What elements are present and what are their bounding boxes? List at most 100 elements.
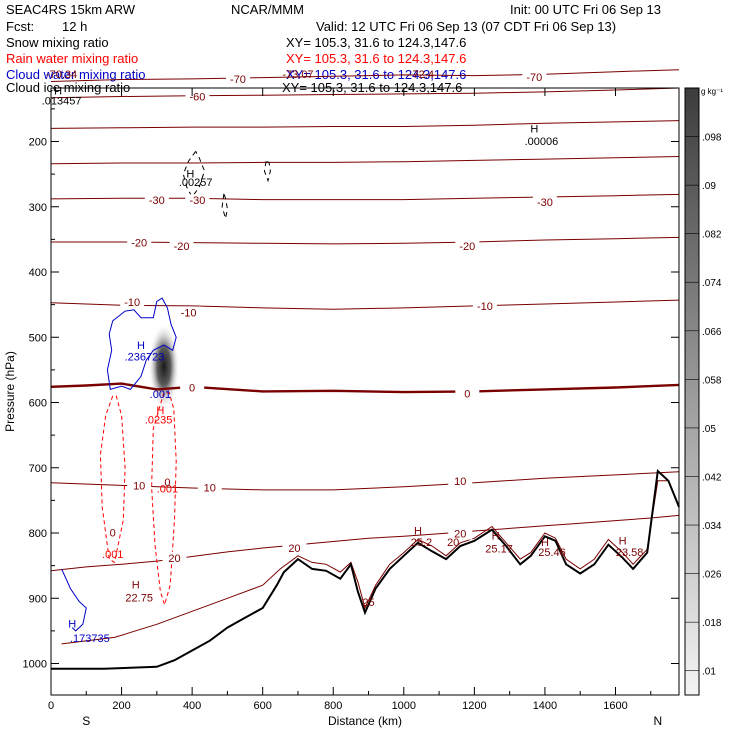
legend-cloud-water-label: Cloud water mixing ratio — [6, 67, 146, 82]
temperature-label-bg — [225, 72, 250, 85]
y-axis-label: Pressure (hPa) — [3, 351, 17, 432]
terrain-label: 22.75 — [125, 593, 153, 605]
temperature-label: -30 — [149, 195, 165, 207]
y-tick-label: 400 — [29, 267, 47, 279]
y-tick-label: 300 — [29, 202, 47, 214]
temperature-label: 20 — [288, 543, 300, 555]
rain-water-label: .001 — [102, 549, 123, 561]
cloud-water-label: .236723 — [125, 352, 165, 364]
cloud-ice-label: .013457 — [42, 95, 82, 107]
temperature-label: -70 — [230, 74, 246, 86]
terrain-line — [51, 468, 680, 670]
legend-rain-xy: XY= 105.3, 31.6 to 124.3,147.6 — [286, 51, 467, 66]
colorbar-tick-label: .018 — [702, 618, 722, 629]
y-tick-label: 200 — [29, 137, 47, 149]
fcst-label: Fcst: — [6, 19, 35, 34]
temperature-label: 10 — [204, 482, 216, 494]
y-tick-label: 1000 — [23, 659, 47, 671]
x-tick-label: 800 — [324, 700, 342, 712]
cloud-ice-label: -73.07 — [282, 69, 313, 81]
temperature-label-bg — [144, 194, 169, 207]
cloud-ice-label: -70.34 — [46, 69, 77, 81]
temperature-label: 0 — [189, 382, 195, 394]
terrain-label: 25.46 — [538, 547, 566, 559]
cloud-water-label: H — [137, 340, 145, 352]
temperature-label-bg — [127, 479, 152, 492]
temperature-label: 20 — [454, 529, 466, 541]
y-tick-label: 600 — [29, 398, 47, 410]
terrain-label: 25.2 — [411, 537, 432, 549]
temperature-label: -60 — [189, 91, 205, 103]
rain-water-label: .001 — [157, 484, 178, 496]
cloud-ice-label: .00257 — [179, 177, 213, 189]
temperature-label-bg — [448, 527, 473, 540]
temperature-label-bg — [448, 474, 473, 487]
colorbar-tick-label: .058 — [702, 375, 722, 386]
temperature-label-bg — [282, 542, 307, 555]
temperature-label: 20 — [168, 553, 180, 565]
temperature-contour-0 — [50, 69, 680, 82]
terrain-label: 23.58 — [616, 547, 644, 559]
x-tick-label: 0 — [48, 700, 54, 712]
x-tick-label: 1600 — [603, 700, 627, 712]
terrain-label: H — [132, 579, 140, 591]
temperature-label: -70 — [526, 72, 542, 84]
temperature-label-bg — [176, 306, 201, 319]
temperature-label-bg — [180, 381, 205, 394]
temperature-contour-7 — [50, 382, 680, 394]
x-axis-label: Distance (km) — [328, 714, 402, 728]
model-title: SEAC4RS 15km ARW — [6, 2, 136, 17]
temperature-label-bg — [455, 387, 480, 400]
south-label: S — [82, 714, 90, 728]
y-tick-label: 800 — [29, 528, 47, 540]
colorbar-tick-label: .034 — [702, 521, 722, 532]
x-tick-label: 1000 — [392, 700, 416, 712]
x-tick-label: 1200 — [462, 700, 486, 712]
temperature-contour-1 — [50, 87, 680, 99]
temperature-label: 10 — [454, 476, 466, 488]
temperature-label-bg — [185, 194, 210, 207]
temperature-label: -10 — [477, 301, 493, 313]
fcst-value: 12 h — [62, 19, 88, 34]
cloud-water-label: .001 — [150, 389, 171, 401]
temperature-label: -10 — [181, 307, 197, 319]
rain-water-label: H — [156, 405, 164, 417]
temperature-contour-9 — [50, 514, 680, 572]
temperature-label: 10 — [133, 480, 145, 492]
cloud-ice-contour-2 — [221, 193, 228, 219]
temperature-label: -20 — [174, 241, 190, 253]
valid-time: Valid: 12 UTC Fri 06 Sep 13 (07 CDT Fri … — [316, 19, 617, 34]
cloud-ice-contour-1 — [263, 160, 271, 183]
cloud-ice-label: H — [186, 168, 194, 180]
temperature-label-bg — [455, 239, 480, 252]
rain-water-contour-1 — [151, 392, 177, 607]
x-tick-label: 200 — [112, 700, 130, 712]
colorbar-tick-label: .026 — [702, 570, 722, 581]
colorbar-unit: g kg⁻¹ — [701, 87, 723, 96]
lower-temperature-contour — [61, 480, 680, 645]
cloud-water-label: H — [68, 619, 76, 631]
init-time: Init: 00 UTC Fri 06 Sep 13 — [510, 2, 662, 17]
terrain-label: H — [414, 525, 422, 537]
colorbar-tick-label: .082 — [702, 230, 722, 241]
rain-water-label: 0 — [110, 527, 116, 539]
colorbar-tick-label: .05 — [702, 424, 716, 435]
organization: NCAR/MMM — [231, 2, 304, 17]
colorbar-tick-label: .098 — [702, 133, 722, 144]
rain-water-label: 0 — [164, 477, 170, 489]
temperature-label-bg — [169, 239, 194, 252]
temperature-label: -10 — [124, 297, 140, 309]
rain-water-label: .0235 — [145, 414, 173, 426]
cloud-ice-label: -72.4 — [409, 69, 434, 81]
temperature-label-bg — [532, 196, 557, 209]
legend-snow-label: Snow mixing ratio — [6, 35, 109, 50]
temperature-label: -30 — [537, 197, 553, 209]
terrain-label: 25.17 — [485, 544, 513, 556]
north-label: N — [653, 714, 662, 728]
plot-frame — [50, 87, 680, 696]
colorbar-tick-label: .01 — [702, 667, 716, 678]
cloud-ice-label: H — [530, 123, 538, 135]
colorbar-tick-label: .066 — [702, 327, 722, 338]
x-tick-label: 1400 — [533, 700, 557, 712]
temperature-label-bg — [162, 551, 187, 564]
